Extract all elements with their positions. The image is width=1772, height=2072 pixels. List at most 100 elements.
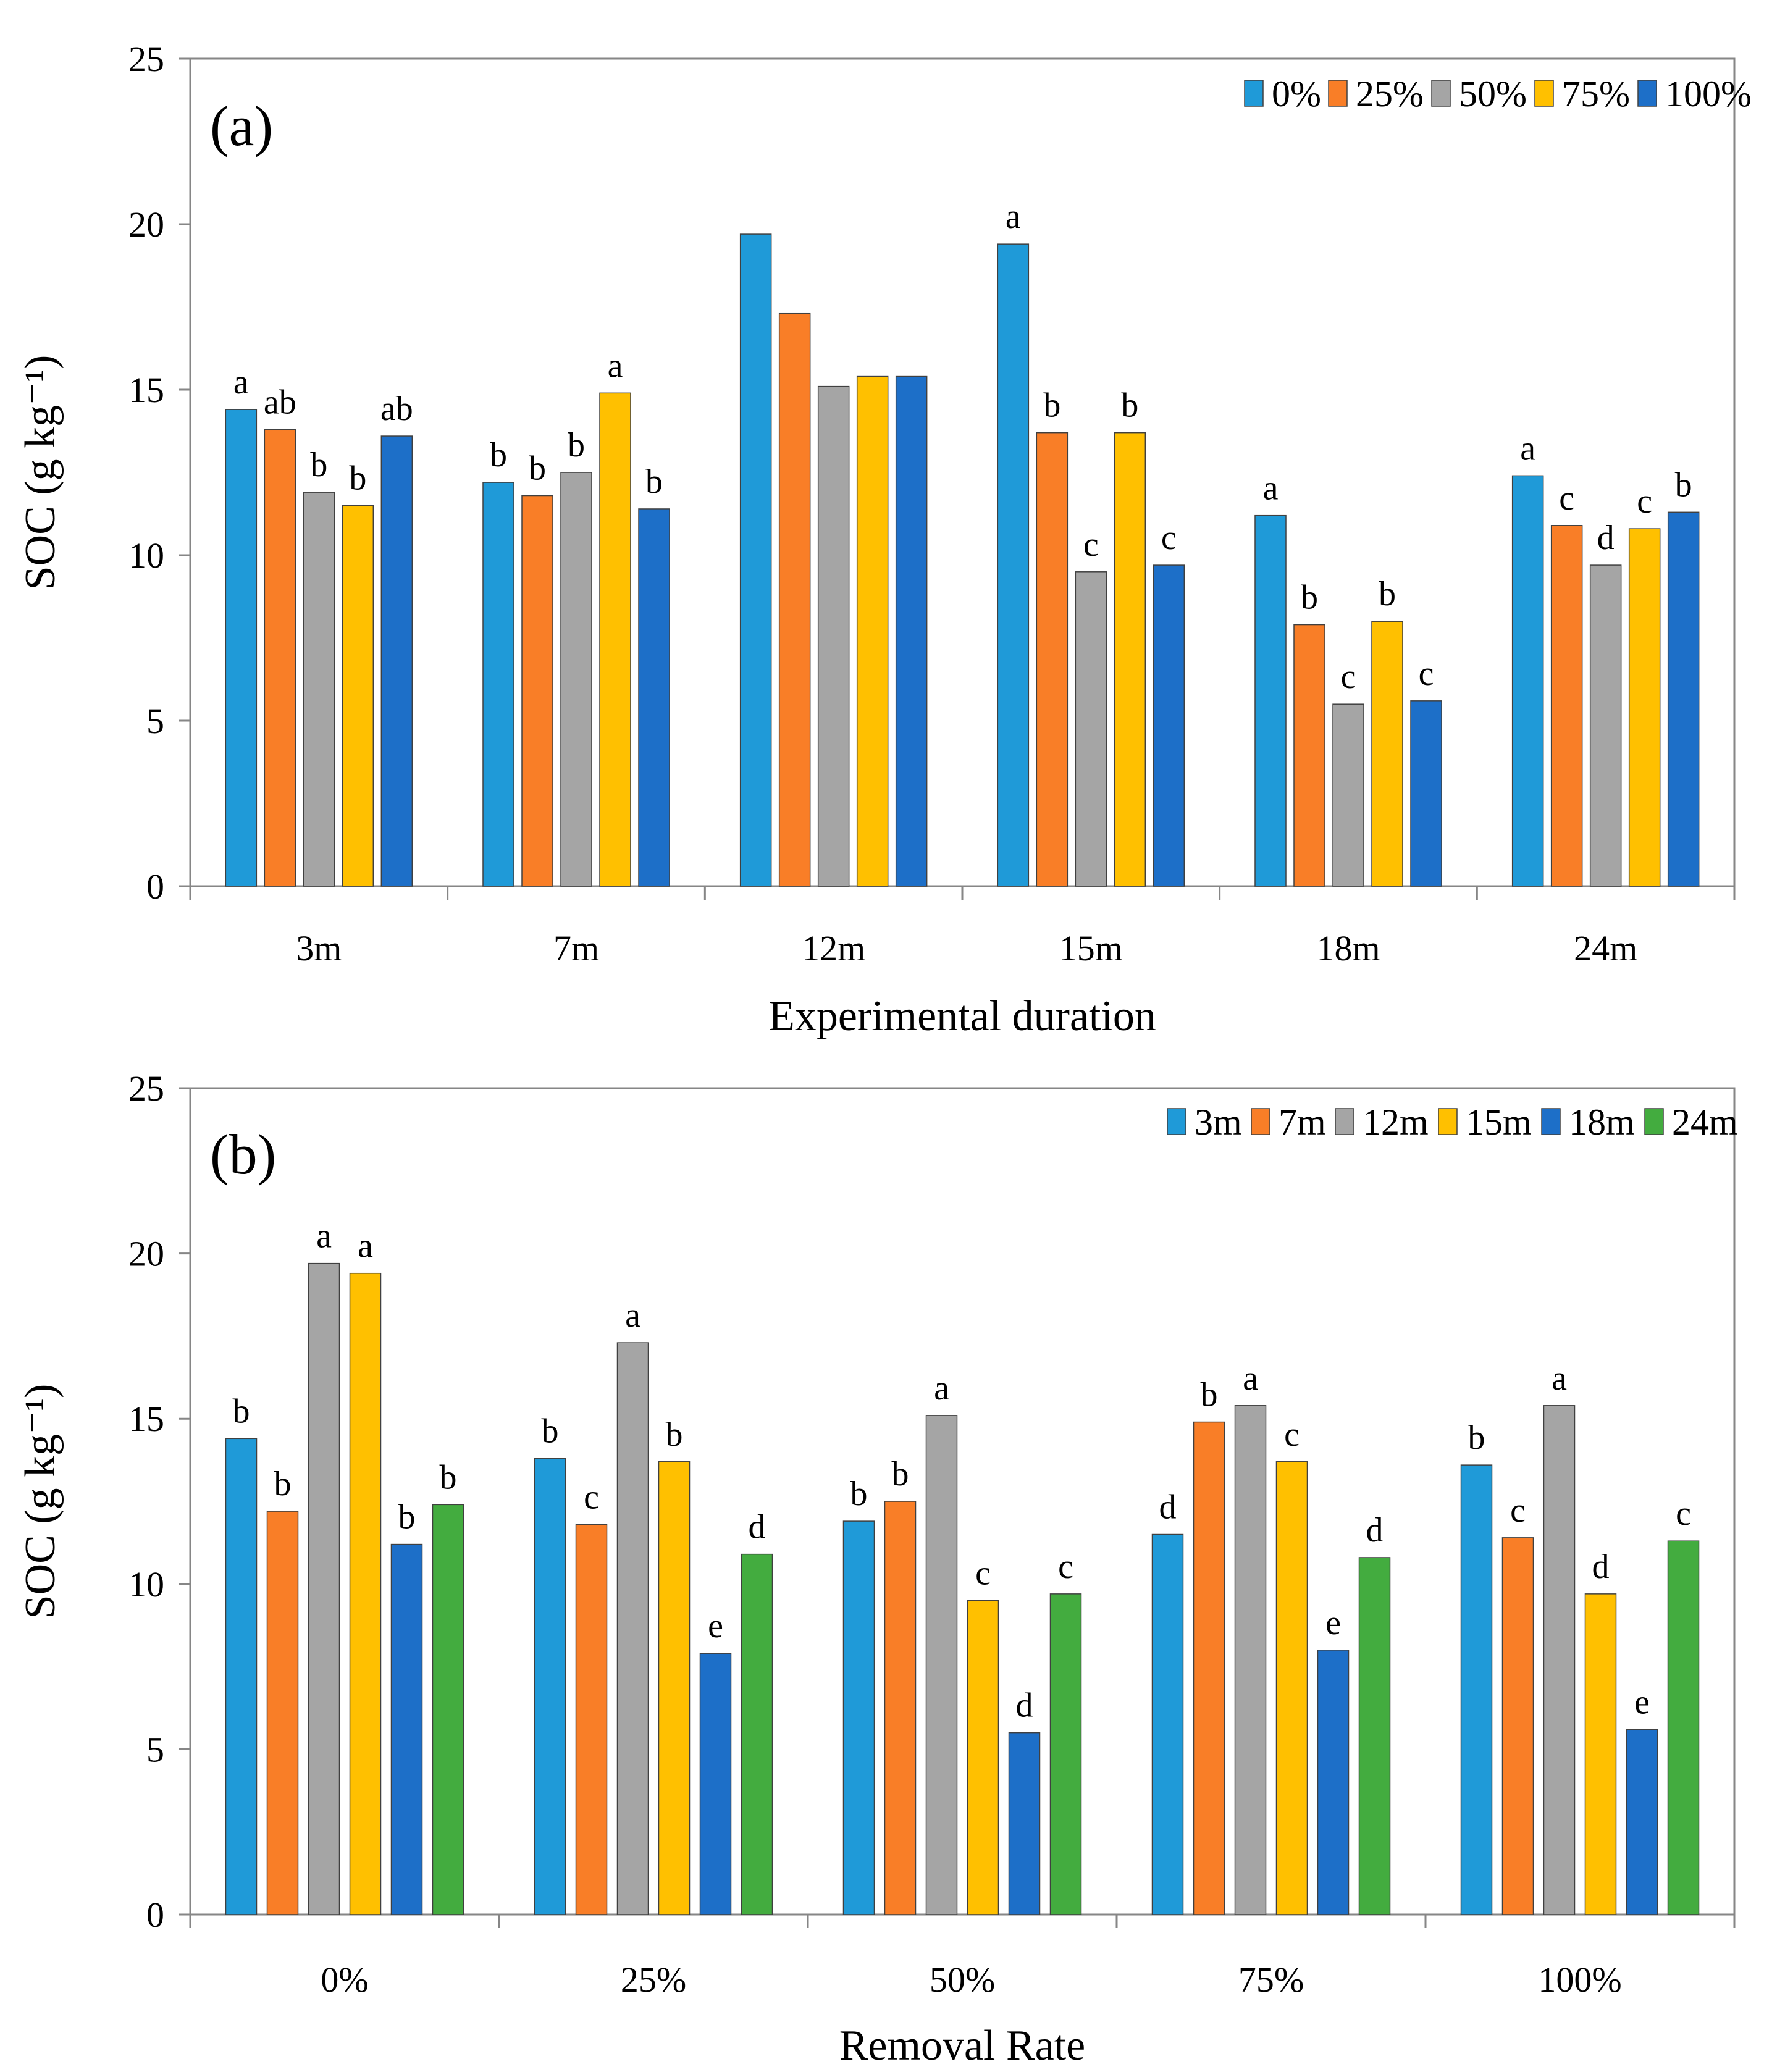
bar-100pct-12m [895,375,928,887]
bar-25pct-15m [1036,432,1069,887]
bar-18m-50pct [1008,1732,1041,1915]
bar-75pct-18m [1371,621,1403,887]
significance-label: c [975,1554,991,1593]
bar-7m-25pct [575,1524,608,1915]
y-tick-label: 20 [128,1234,164,1274]
legend-swatch [1534,80,1554,107]
bar-0pct-24m [1511,475,1544,887]
significance-label: b [310,446,327,484]
bar-12m-100pct [1543,1405,1576,1915]
bar-24m-0pct [432,1504,464,1915]
significance-label: a [1520,429,1535,468]
y-tick-label: 20 [128,204,164,245]
significance-label: c [1419,655,1434,693]
bar-25pct-7m [521,495,553,887]
y-tick-label: 10 [128,1564,164,1604]
legend-swatch [1431,80,1451,107]
significance-label: b [274,1465,292,1503]
y-tick-label: 25 [128,1068,164,1109]
bar-100pct-18m [1410,700,1442,887]
significance-label: b [850,1475,868,1513]
significance-label: b [1301,579,1318,617]
bar-50pct-12m [817,385,850,887]
x-tick-label: 24m [1574,928,1637,968]
bar-100pct-3m [380,435,413,887]
significance-label: b [349,459,366,498]
bar-25pct-12m [778,312,811,887]
bar-75pct-12m [856,375,889,887]
bar-15m-50pct [967,1600,999,1915]
x-axis-title: Experimental duration [768,992,1156,1040]
legend-swatch [1328,80,1348,107]
bar-24m-50pct [1049,1593,1082,1915]
significance-label: a [358,1227,373,1265]
y-tick-label: 0 [146,1895,164,1935]
bar-18m-100pct [1626,1729,1658,1915]
legend-swatch [1335,1108,1354,1135]
significance-label: b [1043,387,1060,425]
significance-label: a [608,346,623,385]
legend-label: 3m [1195,1102,1242,1143]
legend-label: 100% [1665,73,1752,114]
bar-24m-75pct [1358,1557,1391,1915]
x-tick-label: 3m [296,928,342,968]
bar-7m-0pct [266,1511,299,1915]
legend-label: 0% [1272,73,1321,114]
legend-swatch [1644,1108,1664,1135]
plot-area-frame [189,57,1736,887]
legend-swatch [1541,1108,1561,1135]
significance-label: d [749,1508,766,1546]
bar-3m-75pct [1151,1533,1184,1915]
legend: 3m 7m 12m 15m 18m 24m [1167,1102,1738,1143]
bar-25pct-24m [1550,525,1583,887]
bar-7m-75pct [1193,1421,1225,1915]
panel-label: (a) [210,94,273,157]
x-tick-label: 0% [321,1960,368,2000]
y-tick-label: 15 [128,1399,164,1439]
significance-label: b [892,1455,909,1493]
significance-label: a [1552,1359,1567,1398]
bar-50pct-7m [560,472,592,887]
significance-label: e [708,1607,723,1645]
x-tick-label: 18m [1316,928,1380,968]
legend-label: 7m [1279,1102,1326,1143]
x-tick-label: 100% [1538,1960,1621,2000]
significance-label: d [1592,1548,1610,1586]
significance-label: c [1510,1491,1526,1530]
chart-panel-a: 0 5 10 15 20 25 SOC (g kg⁻¹) Experimental durat… [17,39,1752,1040]
plot-area-frame [189,1087,1736,1916]
bar-3m-0pct [225,1438,258,1915]
significance-label: b [1468,1419,1485,1457]
legend-label: 18m [1569,1102,1635,1143]
bar-7m-50pct [884,1501,917,1915]
bar-75pct-3m [342,505,374,887]
bar-100pct-24m [1667,511,1700,887]
legend-label: 75% [1562,73,1630,114]
y-tick-label: 5 [146,1729,164,1769]
bar-24m-25pct [741,1553,773,1915]
bar-3m-100pct [1460,1464,1493,1915]
significance-label: a [233,363,249,401]
significance-label: e [1634,1683,1650,1721]
x-tick-label: 7m [553,928,599,968]
significance-label: b [1675,466,1692,504]
legend: 0% 25% 50% 75% 100% [1244,73,1752,114]
bar-24m-100pct [1667,1540,1700,1915]
bar-0pct-15m [997,243,1030,887]
significance-label: a [625,1296,640,1335]
significance-label: b [1201,1376,1218,1414]
significance-label: c [1341,658,1356,696]
y-tick-label: 5 [146,701,164,741]
significance-label: c [1559,479,1574,518]
significance-label: c [1058,1548,1073,1586]
significance-label: ab [264,383,296,421]
chart-panel-b: 0 5 10 15 20 25 SOC (g kg⁻¹) Removal Rate (b) 0% b… [17,1068,1738,2070]
bar-0pct-7m [482,482,514,887]
x-tick-label: 25% [621,1960,686,2000]
x-tick-label: 15m [1059,928,1123,968]
significance-label: c [1637,482,1652,521]
x-axis-title: Removal Rate [839,2022,1086,2070]
legend-label: 12m [1363,1102,1429,1143]
bar-18m-0pct [390,1543,423,1915]
